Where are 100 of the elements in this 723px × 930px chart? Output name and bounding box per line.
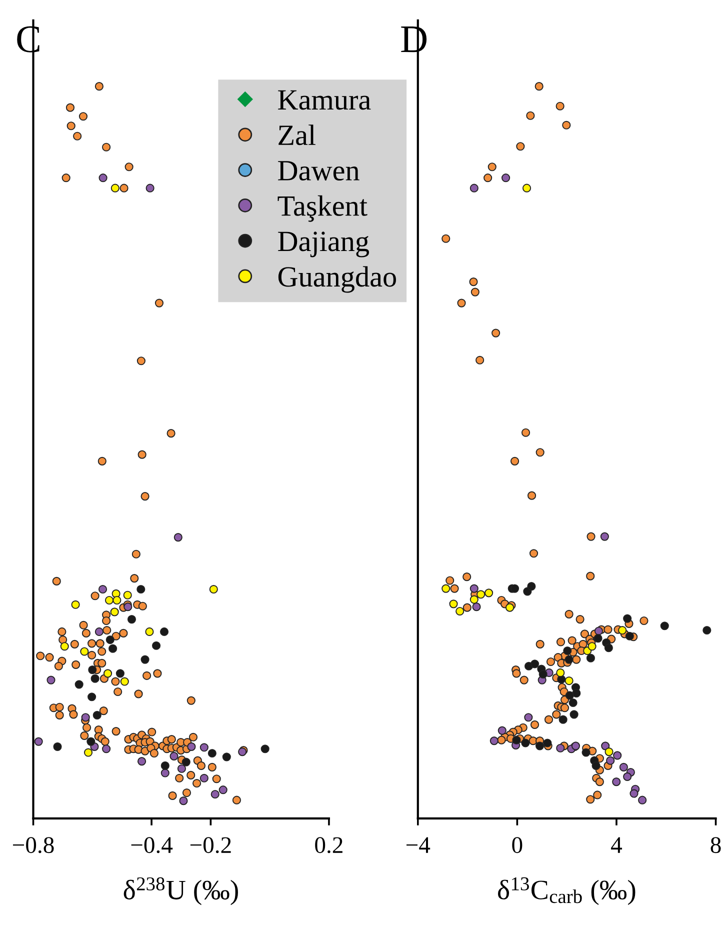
point bbox=[71, 600, 80, 609]
point bbox=[177, 764, 186, 773]
point bbox=[182, 758, 190, 766]
point bbox=[92, 710, 102, 720]
point bbox=[604, 747, 614, 756]
point bbox=[86, 737, 96, 746]
point bbox=[160, 768, 170, 778]
point bbox=[582, 748, 590, 757]
point bbox=[619, 762, 628, 772]
point bbox=[510, 584, 520, 593]
point bbox=[612, 778, 621, 786]
point bbox=[110, 184, 120, 192]
point bbox=[442, 584, 450, 593]
point bbox=[594, 626, 603, 636]
point bbox=[470, 595, 478, 604]
point bbox=[84, 748, 93, 757]
point bbox=[521, 738, 530, 748]
point bbox=[127, 614, 136, 624]
point bbox=[484, 588, 494, 598]
x-tick-label: −0.4 bbox=[131, 837, 173, 854]
point bbox=[588, 642, 596, 651]
point bbox=[558, 715, 568, 724]
point bbox=[623, 772, 632, 781]
point bbox=[160, 761, 170, 770]
point bbox=[222, 752, 231, 762]
point bbox=[116, 669, 124, 678]
point bbox=[104, 596, 114, 605]
point bbox=[108, 644, 118, 653]
point bbox=[527, 582, 536, 591]
point bbox=[209, 584, 218, 594]
legend-label: Guangdao bbox=[278, 266, 396, 293]
point bbox=[538, 670, 548, 678]
x-tick-label: −0.2 bbox=[190, 837, 231, 854]
legend-label: Dajiang bbox=[278, 232, 369, 258]
point bbox=[490, 736, 498, 746]
point bbox=[179, 796, 188, 806]
point bbox=[137, 757, 146, 766]
point bbox=[502, 174, 510, 182]
point bbox=[606, 756, 615, 765]
point bbox=[530, 660, 540, 668]
point bbox=[604, 644, 613, 652]
point bbox=[618, 626, 627, 635]
legend-label: Taşkent bbox=[278, 195, 368, 222]
point bbox=[564, 655, 574, 664]
point bbox=[34, 737, 43, 746]
point bbox=[145, 627, 154, 636]
point bbox=[81, 713, 90, 722]
point bbox=[522, 184, 532, 192]
point bbox=[660, 622, 669, 630]
point bbox=[60, 642, 69, 651]
point bbox=[565, 691, 574, 700]
point bbox=[586, 654, 595, 662]
point bbox=[470, 584, 478, 593]
point bbox=[600, 532, 609, 541]
legend-label: Zal bbox=[278, 124, 316, 146]
point bbox=[625, 632, 634, 640]
point bbox=[208, 748, 216, 758]
point bbox=[123, 590, 132, 600]
x-tick-label: −4 bbox=[406, 837, 430, 853]
point bbox=[94, 627, 104, 636]
point bbox=[524, 713, 533, 722]
point bbox=[563, 646, 572, 656]
point bbox=[572, 688, 581, 698]
point bbox=[556, 744, 565, 752]
point bbox=[53, 742, 62, 751]
point bbox=[187, 742, 196, 751]
point bbox=[90, 674, 100, 683]
point bbox=[456, 606, 464, 616]
legend-label: Kamura bbox=[278, 90, 371, 110]
point bbox=[210, 790, 220, 799]
point bbox=[535, 742, 544, 750]
point bbox=[594, 634, 602, 643]
x-tick-label: −0.8 bbox=[13, 837, 54, 854]
point bbox=[570, 710, 578, 719]
x-tick-label: 0.2 bbox=[315, 837, 342, 854]
point bbox=[449, 600, 458, 608]
point bbox=[200, 743, 208, 752]
point bbox=[630, 789, 638, 798]
point bbox=[613, 751, 622, 760]
point bbox=[174, 533, 182, 542]
point bbox=[498, 726, 506, 735]
point bbox=[80, 647, 89, 656]
point bbox=[476, 590, 486, 599]
x-tick-label: 0 bbox=[512, 837, 522, 854]
point bbox=[543, 738, 552, 748]
point bbox=[146, 184, 154, 192]
x-axis-title: δ$^{238}$U (‰) bbox=[124, 877, 238, 906]
point bbox=[702, 626, 712, 635]
point bbox=[136, 584, 146, 594]
point bbox=[218, 786, 228, 794]
point bbox=[74, 680, 84, 689]
point bbox=[98, 174, 108, 182]
point bbox=[120, 677, 129, 686]
point bbox=[106, 635, 114, 644]
point bbox=[556, 668, 565, 678]
point bbox=[260, 744, 270, 754]
point bbox=[512, 736, 521, 744]
point bbox=[103, 669, 112, 678]
point bbox=[592, 761, 600, 770]
x-tick-label: 8 bbox=[710, 837, 721, 854]
